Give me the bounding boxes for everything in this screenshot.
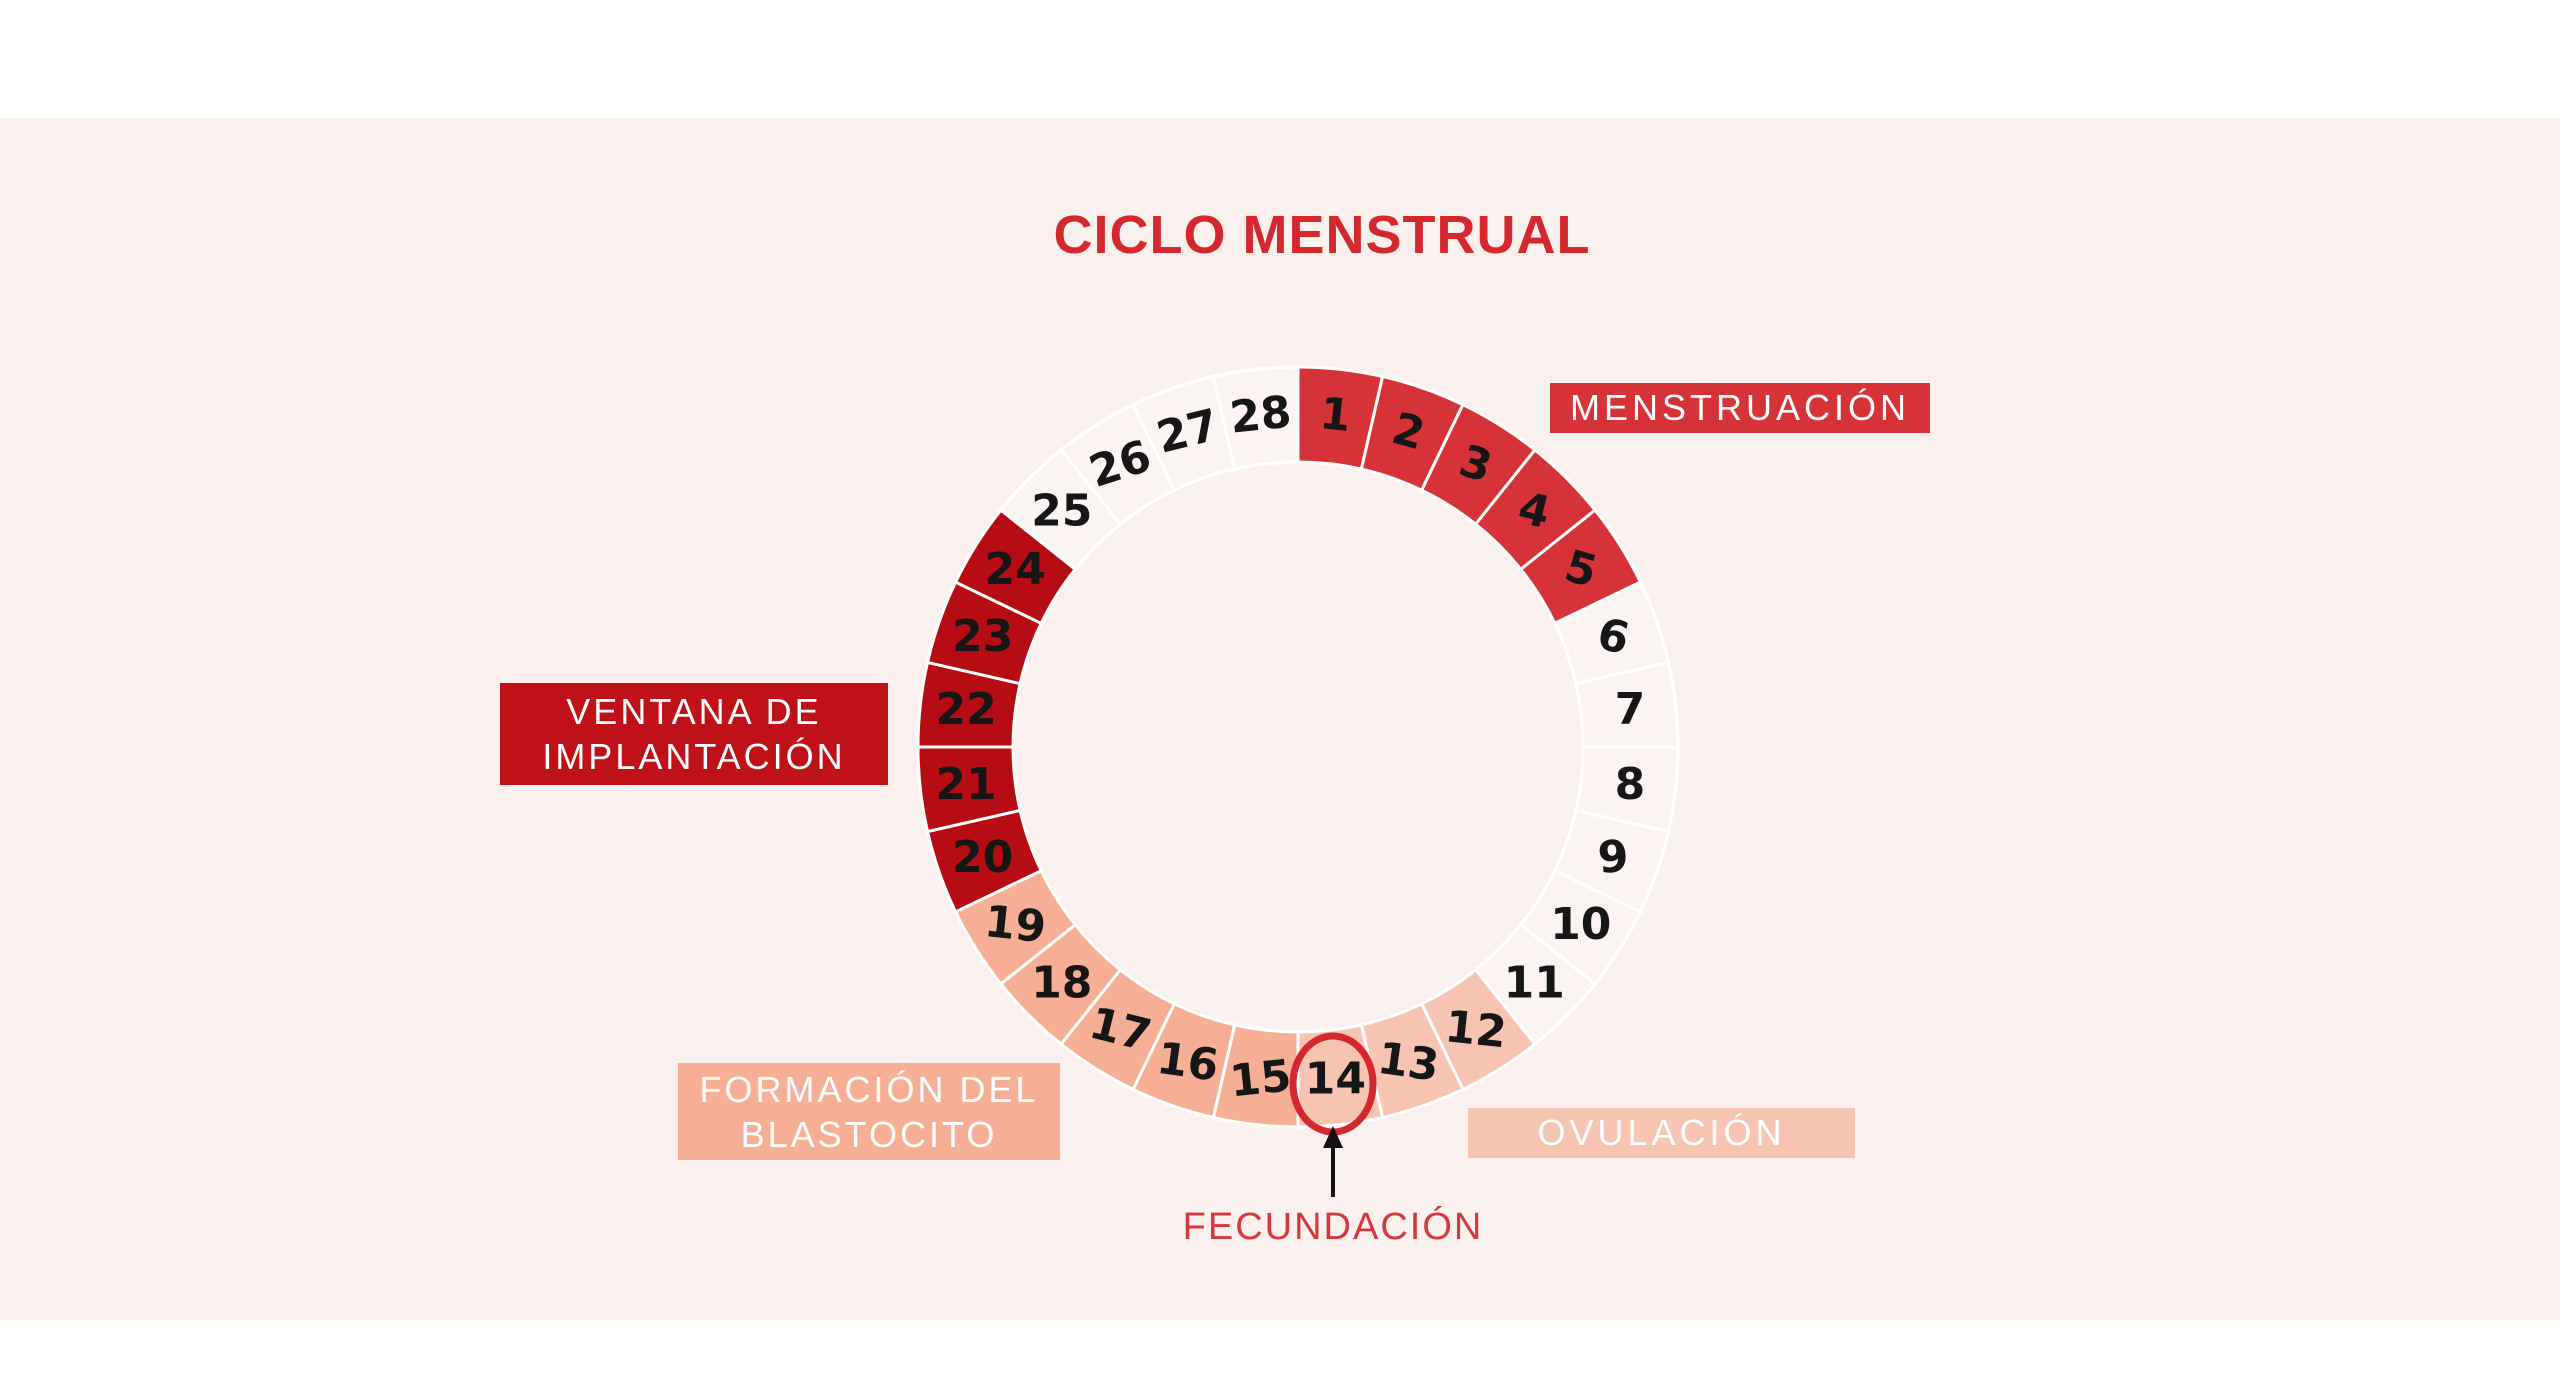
day-number-11: 11 (1504, 958, 1565, 1009)
label-fecundacion: FECUNDACIÓN (1133, 1206, 1533, 1249)
day-number-1: 1 (1318, 388, 1354, 442)
label-ovulacion: OVULACIÓN (1468, 1108, 1855, 1158)
day-number-9: 9 (1596, 831, 1631, 884)
day-number-24: 24 (985, 544, 1046, 595)
label-ventana-line1: VENTANA DE (566, 691, 822, 732)
day-number-14: 14 (1305, 1053, 1366, 1104)
day-number-13: 13 (1374, 1033, 1442, 1092)
day-number-16: 16 (1154, 1033, 1222, 1092)
day-number-8: 8 (1615, 759, 1646, 810)
label-ventana-de-implantacion: VENTANA DE IMPLANTACIÓN (500, 683, 888, 785)
day-number-10: 10 (1550, 899, 1611, 950)
day-number-25: 25 (1031, 485, 1092, 536)
day-number-28: 28 (1227, 387, 1293, 444)
label-ventana-line2: IMPLANTACIÓN (542, 736, 846, 777)
day-segment-28 (1211, 365, 1300, 471)
day-number-21: 21 (935, 759, 996, 810)
page-title: CICLO MENSTRUAL (1053, 205, 1591, 265)
day-number-23: 23 (952, 611, 1013, 662)
day-number-20: 20 (952, 832, 1013, 883)
day-number-22: 22 (935, 684, 996, 735)
label-formacion-line2: BLASTOCITO (740, 1113, 998, 1155)
label-menstruacion-text: MENSTRUACIÓN (1569, 387, 1910, 428)
fecundacion-arrow-head-icon (1323, 1126, 1343, 1148)
label-formacion-line1: FORMACIÓN DEL (699, 1068, 1039, 1110)
label-fecundacion-text: FECUNDACIÓN (1182, 1206, 1484, 1248)
day-number-7: 7 (1615, 684, 1646, 735)
day-number-12: 12 (1443, 1001, 1509, 1058)
day-number-19: 19 (982, 896, 1048, 953)
label-menstruacion: MENSTRUACIÓN (1550, 383, 1930, 433)
label-ovulacion-text: OVULACIÓN (1537, 1112, 1786, 1153)
day-number-18: 18 (1031, 958, 1092, 1009)
day-number-15: 15 (1227, 1050, 1293, 1107)
label-formacion-del-blastocito: FORMACIÓN DEL BLASTOCITO (678, 1063, 1060, 1160)
